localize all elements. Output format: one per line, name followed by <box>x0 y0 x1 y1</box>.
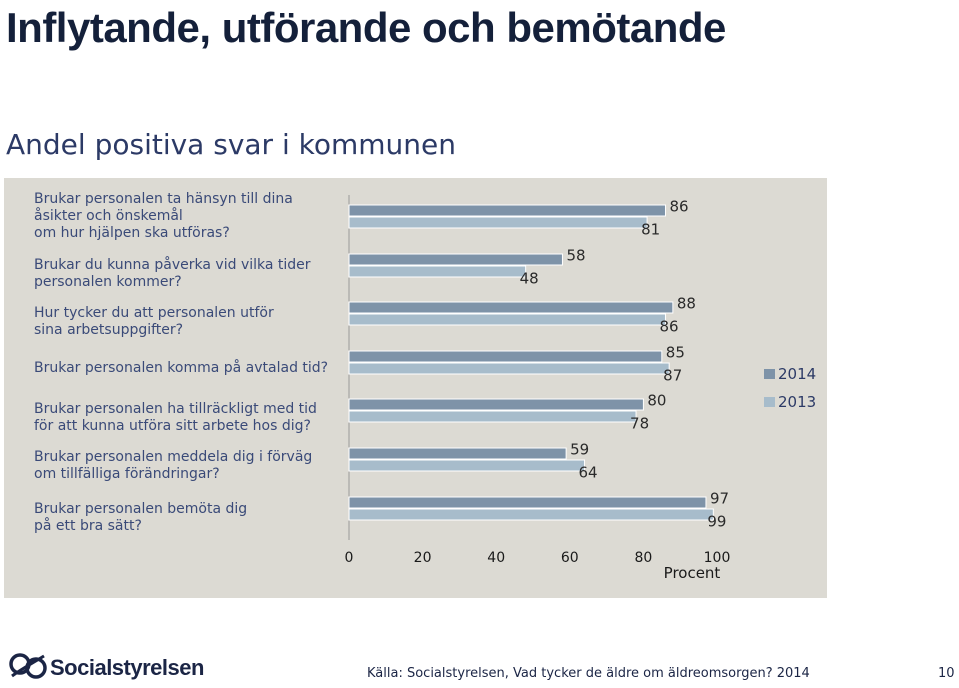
data-label: 59 <box>570 441 589 459</box>
bar-2013 <box>348 459 586 472</box>
category-label: Brukar personalen ta hänsyn till dina ås… <box>34 191 293 241</box>
x-tick-label: 100 <box>704 550 731 566</box>
data-label: 99 <box>707 513 726 531</box>
bar-2014 <box>348 253 563 266</box>
bar-2013 <box>348 313 666 326</box>
category-label: Brukar personalen meddela dig i förväg o… <box>34 449 313 482</box>
legend-label: 2014 <box>778 365 816 383</box>
category-label: Brukar personalen ha tillräckligt med ti… <box>34 401 317 434</box>
data-label: 80 <box>647 392 666 410</box>
x-tick-label: 60 <box>561 550 579 566</box>
page-title: Inflytande, utförande och bemötande <box>6 4 726 51</box>
data-label: 81 <box>641 221 660 239</box>
bar-2014 <box>348 350 663 363</box>
bar-2014 <box>348 301 674 314</box>
bar-2013 <box>348 216 648 229</box>
logo-text: Socialstyrelsen <box>50 655 204 680</box>
data-label: 64 <box>579 464 598 482</box>
source-note: Källa: Socialstyrelsen, Vad tycker de äl… <box>367 666 810 681</box>
bar-2013 <box>348 265 527 278</box>
x-tick-label: 80 <box>634 550 652 566</box>
data-label: 58 <box>566 247 585 265</box>
legend-swatch <box>764 369 775 379</box>
bar-2013 <box>348 508 714 521</box>
socialstyrelsen-logo-icon <box>9 653 47 679</box>
legend-swatch <box>764 397 775 407</box>
bar-2013 <box>348 410 637 423</box>
x-tick-label: 40 <box>487 550 505 566</box>
category-label: Brukar personalen bemöta dig på ett bra … <box>34 501 248 534</box>
bar-2014 <box>348 398 644 411</box>
x-tick-label: 20 <box>414 550 432 566</box>
bar-2013 <box>348 362 670 375</box>
bar-2014 <box>348 204 666 217</box>
data-label: 48 <box>520 270 539 288</box>
bar-2014 <box>348 496 707 509</box>
bar-2014 <box>348 447 567 460</box>
data-label: 86 <box>659 318 678 336</box>
legend-label: 2013 <box>778 393 816 411</box>
chart-subtitle: Andel positiva svar i kommunen <box>6 128 457 161</box>
data-label: 88 <box>677 295 696 313</box>
page-number: 10 <box>938 666 955 681</box>
data-label: 85 <box>666 344 685 362</box>
category-label: Brukar du kunna påverka vid vilka tider … <box>34 257 311 290</box>
chart-panel <box>4 178 827 598</box>
x-tick-label: 0 <box>345 550 354 566</box>
category-label: Hur tycker du att personalen utför sina … <box>34 305 274 338</box>
data-label: 97 <box>710 490 729 508</box>
data-label: 87 <box>663 367 682 385</box>
data-label: 86 <box>669 198 688 216</box>
category-label: Brukar personalen komma på avtalad tid? <box>34 360 329 376</box>
x-axis-label: Procent <box>664 564 721 582</box>
data-label: 78 <box>630 415 649 433</box>
